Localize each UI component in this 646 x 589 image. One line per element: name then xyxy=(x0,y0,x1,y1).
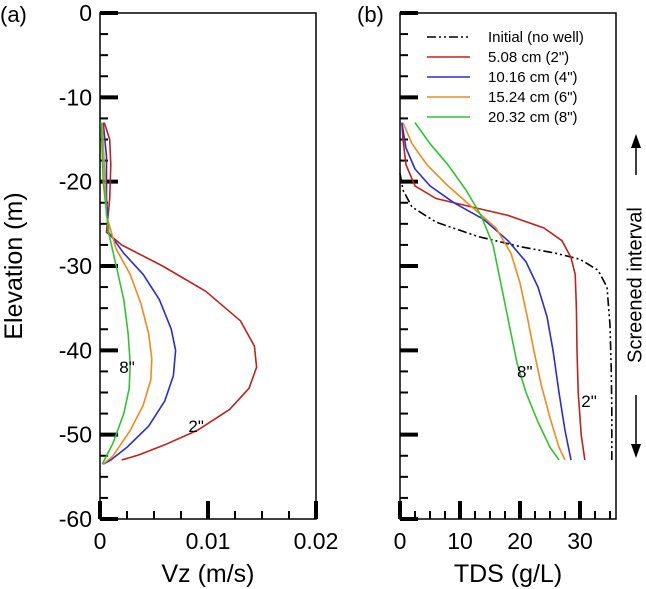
panel-a-curves xyxy=(100,122,258,465)
panel-a-y-axis-title: Elevation (m) xyxy=(0,192,28,339)
screened-interval-marker: Screened interval xyxy=(624,134,646,458)
x-tick-label: 0 xyxy=(94,528,107,554)
curve-label: 8" xyxy=(517,362,533,381)
series-line-initial-no-well xyxy=(399,173,613,460)
series-line-5-08-cm-2 xyxy=(401,122,586,461)
panel-b-annotations: 8" 2" xyxy=(517,362,597,411)
screened-interval-label: Screened interval xyxy=(624,207,646,363)
curve-label: 8" xyxy=(119,358,135,377)
legend-label-initial-no-well: Initial (no well) xyxy=(488,29,584,46)
x-tick-label: 0.02 xyxy=(294,528,339,554)
x-tick-label: 30 xyxy=(567,528,593,554)
curve-label: 2" xyxy=(188,417,204,436)
panel-b-legend: Initial (no well) 5.08 cm (2") 10.16 cm (4… xyxy=(427,29,584,126)
panel-a-label: (a) xyxy=(0,2,27,27)
series-line-15-24-cm-6 xyxy=(402,122,566,461)
series-line-10-16-cm-4 xyxy=(102,122,177,465)
panel-b-curves xyxy=(399,122,613,461)
y-tick-label: -30 xyxy=(59,253,92,279)
series-line-10-16-cm-4 xyxy=(401,122,572,461)
panel-a-annotations: 8" 2" xyxy=(119,358,204,436)
panel-a-x-ticks: 0 0.01 0.02 xyxy=(94,501,339,554)
y-tick-label: -40 xyxy=(59,337,92,363)
panel-a-y-ticks: 0 -10 -20 -30 -40 -50 -60 xyxy=(59,0,118,532)
panel-b-x-ticks: 0 10 20 30 xyxy=(394,501,611,554)
panel-a: (a) 0 -10 -20 -30 -40 -50 -60 0 0.01 0.02 8" 2" V… xyxy=(0,0,338,588)
panel-b-label: (b) xyxy=(357,2,384,27)
panel-b-y-ticks xyxy=(400,11,418,521)
y-tick-label: -10 xyxy=(59,84,92,110)
legend-label-5-08-cm-2: 5.08 cm (2") xyxy=(488,49,569,66)
series-line-20-32-cm-8 xyxy=(414,122,560,461)
series-line-20-32-cm-8 xyxy=(100,122,131,465)
x-tick-label: 20 xyxy=(507,528,533,554)
series-line-15-24-cm-6 xyxy=(101,122,153,465)
x-tick-label: 0.01 xyxy=(186,528,231,554)
panel-b-x-axis-title: TDS (g/L) xyxy=(454,560,562,588)
x-tick-label: 10 xyxy=(447,528,473,554)
arrow-up-icon xyxy=(631,134,641,148)
y-tick-label: -60 xyxy=(59,506,92,532)
curve-label: 2" xyxy=(581,392,597,411)
arrow-down-icon xyxy=(631,444,641,458)
y-tick-label: 0 xyxy=(79,0,92,26)
x-tick-label: 0 xyxy=(394,528,407,554)
series-line-5-08-cm-2 xyxy=(103,122,258,461)
legend-label-10-16-cm-4: 10.16 cm (4") xyxy=(488,69,578,86)
legend-label-15-24-cm-6: 15.24 cm (6") xyxy=(488,89,578,106)
y-tick-label: -50 xyxy=(59,422,92,448)
legend-label-20-32-cm-8: 20.32 cm (8") xyxy=(488,109,578,126)
panel-b: (b) 0 10 20 30 8" 2" TDS (g/L) Initial (no w… xyxy=(357,2,617,588)
panel-a-x-axis-title: Vz (m/s) xyxy=(161,560,254,588)
y-tick-label: -20 xyxy=(59,169,92,195)
